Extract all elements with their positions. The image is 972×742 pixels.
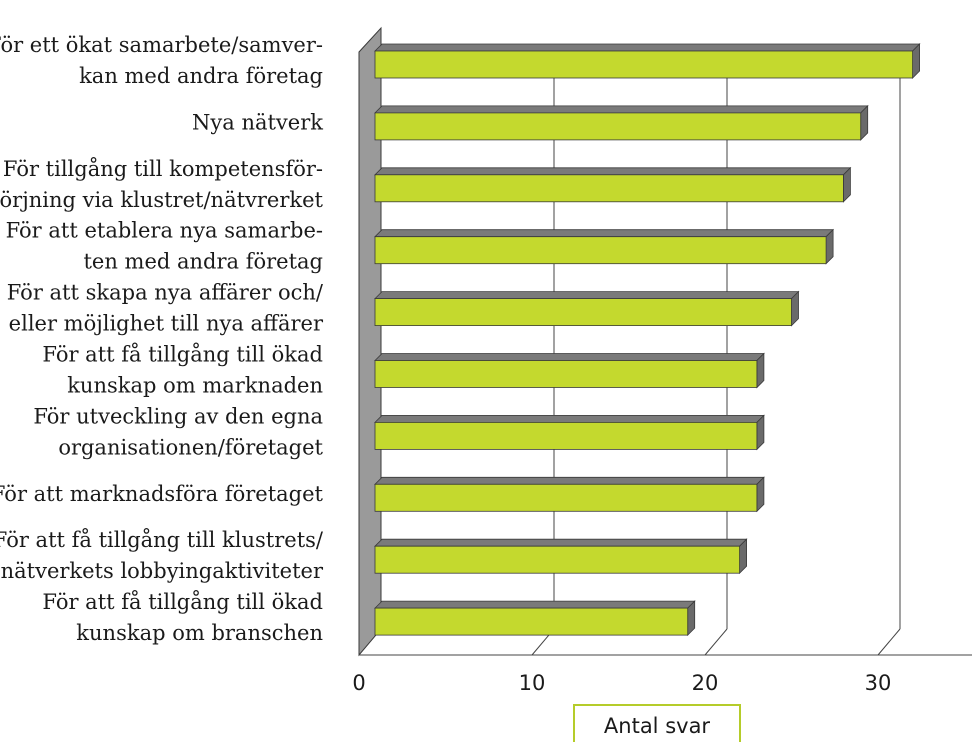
bar — [374, 290, 800, 327]
bar — [374, 538, 748, 575]
category-label: eller möjlighet till nya affärer — [9, 312, 324, 336]
category-label: För att få tillgång till ökad — [42, 343, 323, 367]
bar — [374, 600, 696, 637]
category-label: För att marknadsföra företaget — [0, 482, 324, 506]
gridlines — [531, 54, 901, 656]
category-label: sörjning via klustret/nätvrerket — [0, 188, 324, 212]
bar — [374, 43, 921, 79]
bar — [374, 228, 835, 265]
bar — [374, 476, 765, 513]
bar — [374, 352, 765, 389]
category-label: För ett ökat samarbete/samver- — [0, 33, 323, 57]
bar — [374, 414, 765, 451]
category-label: För utveckling av den egna — [33, 404, 323, 428]
category-label: nätverkets lobbyingaktiviteter — [1, 559, 324, 583]
bars — [374, 43, 921, 637]
category-label: organisationen/företaget — [58, 435, 323, 459]
category-labels: För ett ökat samarbete/samver-kan med an… — [0, 33, 324, 645]
x-tick-label: 0 — [352, 671, 365, 695]
category-label: kunskap om marknaden — [67, 374, 323, 398]
bar — [374, 166, 852, 203]
category-label: kunskap om branschen — [76, 621, 323, 645]
category-label: För att få tillgång till klustrets/ — [0, 528, 324, 552]
x-tick-labels: 0 10 20 30 — [352, 671, 891, 695]
category-label: För tillgång till kompetensför- — [3, 157, 323, 181]
gridline — [704, 54, 728, 656]
category-label: För att skapa nya affärer och/ — [7, 281, 324, 305]
x-axis-label-box — [573, 704, 741, 742]
category-label: Nya nätverk — [192, 110, 323, 134]
bar — [374, 104, 869, 141]
x-axis-label: Antal svar — [573, 704, 741, 742]
x-axis-label-text: Antal svar — [604, 714, 711, 738]
x-tick-label: 30 — [865, 671, 892, 695]
category-label: ten med andra företag — [83, 250, 323, 274]
x-tick-label: 10 — [519, 671, 546, 695]
category-label: För att etablera nya samarbe- — [6, 219, 323, 243]
x-tick-label: 20 — [692, 671, 719, 695]
category-label: För att få tillgång till ökad — [42, 590, 323, 614]
gridline — [877, 54, 901, 656]
category-label: kan med andra företag — [79, 64, 323, 88]
